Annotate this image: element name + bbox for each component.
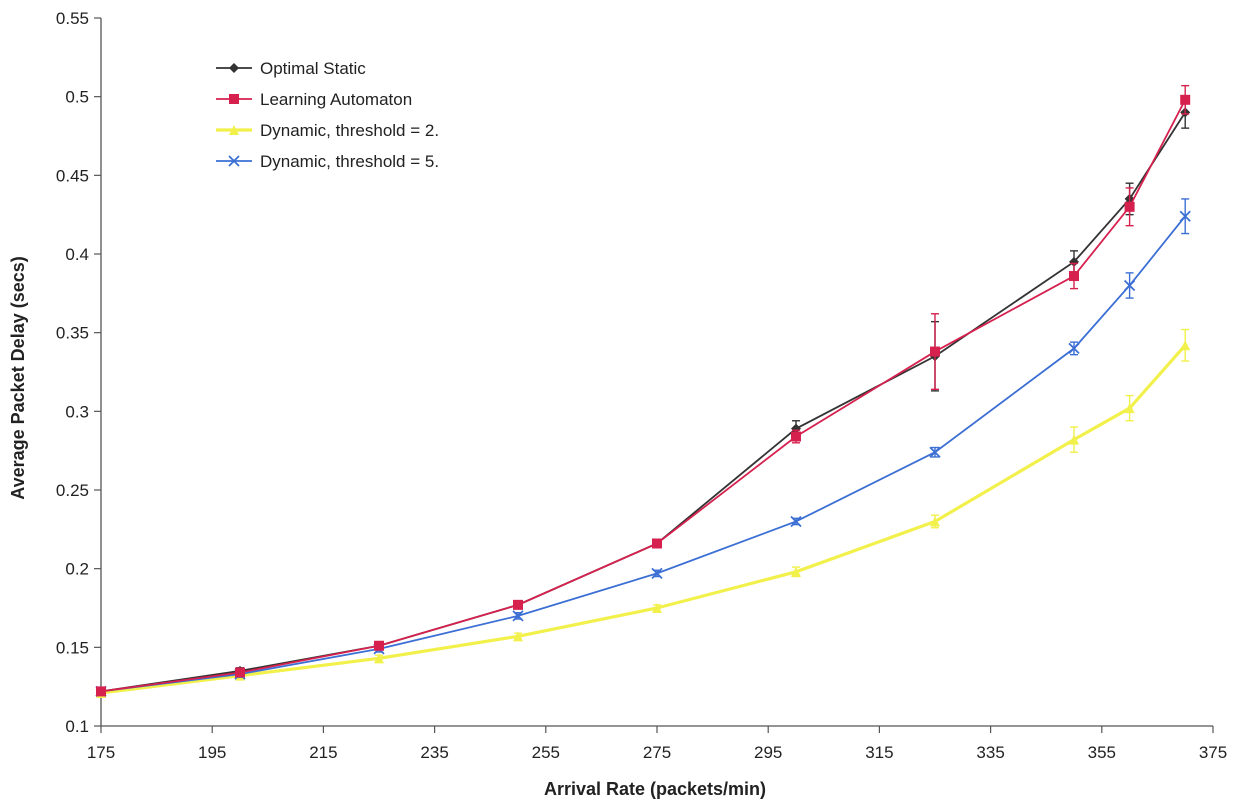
legend: Optimal Static Learning Automaton Dynamic,…	[216, 59, 439, 171]
data-point	[1180, 340, 1191, 351]
series-1	[96, 84, 1191, 697]
y-tick-label: 0.15	[56, 638, 89, 657]
y-tick-label: 0.4	[65, 245, 89, 264]
x-tick-label: 375	[1199, 743, 1227, 762]
y-tick-label: 0.3	[65, 402, 89, 421]
y-tick-label: 0.55	[56, 9, 89, 28]
axes	[94, 17, 1214, 733]
x-tick-label: 215	[309, 743, 337, 762]
series-line	[100, 344, 1187, 695]
data-point	[1069, 434, 1079, 445]
data-point	[1179, 210, 1191, 222]
tick-labels: 0.1 0.15 0.2 0.25 0.3 0.35 0.4 0.45 0.5 0.55 175 19…	[56, 9, 1227, 762]
x-tick-label: 195	[198, 743, 226, 762]
y-tick-label: 0.35	[56, 324, 89, 343]
x-marker-stroke	[1123, 279, 1136, 292]
y-tick-label: 0.1	[65, 717, 89, 736]
x-marker-stroke	[228, 155, 240, 167]
series-line	[100, 215, 1186, 693]
legend-marker	[229, 94, 239, 104]
data-point	[235, 667, 245, 678]
series-line	[100, 111, 1186, 693]
legend-item: Dynamic, threshold = 2.	[216, 121, 439, 140]
series-group	[95, 84, 1191, 698]
data-point	[791, 423, 801, 434]
x-tick-label: 315	[865, 743, 893, 762]
data-point	[513, 599, 523, 610]
x-tick-label: 355	[1088, 743, 1116, 762]
data-point	[1124, 403, 1135, 414]
x-tick-label: 175	[87, 743, 115, 762]
data-point	[930, 516, 940, 527]
legend-label: Learning Automaton	[260, 90, 412, 109]
data-point	[513, 631, 523, 642]
series-2	[96, 328, 1191, 698]
legend-label: Optimal Static	[260, 59, 366, 78]
legend-marker	[229, 125, 239, 135]
x-tick-label: 235	[420, 743, 448, 762]
data-point	[1123, 279, 1136, 292]
x-tick-label: 335	[976, 743, 1004, 762]
series-3	[95, 198, 1191, 698]
series-0	[96, 95, 1191, 697]
data-point	[1180, 94, 1191, 105]
legend-label: Dynamic, threshold = 2.	[260, 121, 439, 140]
x-tick-label: 295	[754, 743, 782, 762]
x-marker-stroke	[651, 567, 663, 580]
legend-label: Dynamic, threshold = 5.	[260, 152, 439, 171]
data-point	[652, 603, 662, 613]
data-point	[374, 653, 384, 664]
legend-marker	[229, 63, 239, 73]
legend-item: Optimal Static	[216, 59, 366, 78]
data-point	[1124, 201, 1135, 212]
data-point	[929, 446, 941, 458]
x-tick-label: 255	[532, 743, 560, 762]
x-marker-stroke	[512, 610, 524, 622]
data-point	[791, 431, 801, 442]
x-marker-stroke	[1068, 342, 1080, 355]
data-point	[791, 566, 801, 577]
x-marker-stroke	[1179, 210, 1191, 222]
y-tick-label: 0.25	[56, 481, 89, 500]
x-tick-label: 275	[643, 743, 671, 762]
data-point	[651, 567, 663, 580]
data-point	[930, 346, 940, 357]
y-tick-label: 0.5	[65, 88, 89, 107]
data-point	[1069, 256, 1079, 267]
y-tick-label: 0.45	[56, 166, 89, 185]
data-point	[790, 515, 802, 528]
legend-marker	[228, 155, 240, 167]
data-point	[1069, 271, 1079, 282]
series-line	[100, 99, 1186, 693]
data-point	[96, 686, 106, 697]
y-axis-title: Average Packet Delay (secs)	[8, 256, 28, 499]
x-axis-title: Arrival Rate (packets/min)	[544, 779, 766, 799]
data-point	[512, 610, 524, 622]
x-marker-stroke	[929, 446, 941, 458]
data-point	[652, 538, 662, 549]
data-point	[374, 640, 384, 651]
y-tick-label: 0.2	[65, 560, 89, 579]
legend-item: Learning Automaton	[216, 90, 412, 109]
legend-item: Dynamic, threshold = 5.	[216, 152, 439, 171]
data-point	[1068, 342, 1080, 355]
x-marker-stroke	[790, 515, 802, 528]
